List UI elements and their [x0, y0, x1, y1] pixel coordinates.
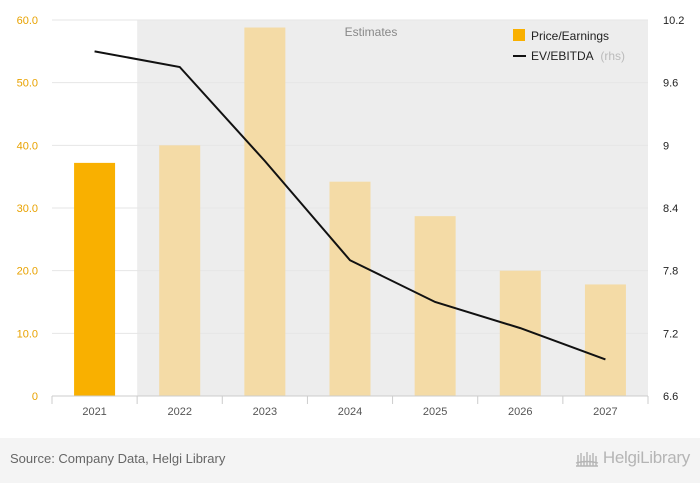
bar-price-earnings: [584, 284, 626, 396]
y-right-tick-label: 10.2: [663, 15, 684, 27]
brand-logo-link[interactable]: HelgiLibrary: [575, 448, 690, 468]
y-right-tick-label: 9.6: [663, 78, 678, 90]
legend: Price/Earnings EV/EBITDA (rhs): [513, 29, 625, 63]
y-left-tick-label: 40.0: [17, 140, 38, 152]
line-layer: [94, 50, 606, 361]
y-left-tick-label: 10.0: [17, 328, 38, 340]
y-left-tick-label: 20.0: [17, 266, 38, 278]
y-right-tick-label: 7.8: [663, 266, 678, 278]
library-building-icon: [575, 452, 599, 467]
bar-price-earnings: [244, 27, 286, 397]
y-right-tick-label: 6.6: [663, 391, 678, 403]
line-ev-ebitda: [94, 50, 606, 361]
x-tick-label: 2025: [423, 406, 447, 418]
y-left-tick-label: 30.0: [17, 203, 38, 215]
y-left-tick-label: 50.0: [17, 78, 38, 90]
bar-price-earnings: [159, 145, 201, 396]
legend-label-price-earnings: Price/Earnings: [531, 29, 609, 43]
y-left-tick-label: 0: [32, 391, 38, 403]
source-text: Source: Company Data, Helgi Library: [10, 451, 226, 466]
x-tick-label: 2021: [82, 406, 106, 418]
y-left-tick-label: 60.0: [17, 15, 38, 27]
y-right-tick-label: 7.2: [663, 328, 678, 340]
x-tick-label: 2024: [338, 406, 362, 418]
legend-label-rhs: (rhs): [600, 49, 625, 63]
legend-label-ev-ebitda-text: EV/EBITDA: [531, 49, 594, 63]
axis-layer: 2021 2022 2023 2024 2025 2026 2027 0 10.0 20.0 30.…: [17, 15, 685, 418]
bar-price-earnings: [74, 162, 116, 396]
y-right-tick-label: 8.4: [663, 203, 678, 215]
x-tick-label: 2027: [593, 406, 617, 418]
chart-svg: Estimates 2021 2022 2023 2024 2025 2026 2027 0 1…: [16, 15, 685, 418]
legend-swatch-price-earnings: [513, 29, 525, 41]
x-tick-label: 2022: [167, 406, 191, 418]
x-tick-label: 2023: [253, 406, 277, 418]
brand-name: HelgiLibrary: [602, 448, 690, 467]
legend-label-ev-ebitda: EV/EBITDA (rhs): [531, 49, 625, 63]
bar-price-earnings: [329, 181, 371, 396]
y-right-tick-label: 9: [663, 140, 669, 152]
estimates-label: Estimates: [345, 25, 398, 39]
x-tick-label: 2026: [508, 406, 532, 418]
